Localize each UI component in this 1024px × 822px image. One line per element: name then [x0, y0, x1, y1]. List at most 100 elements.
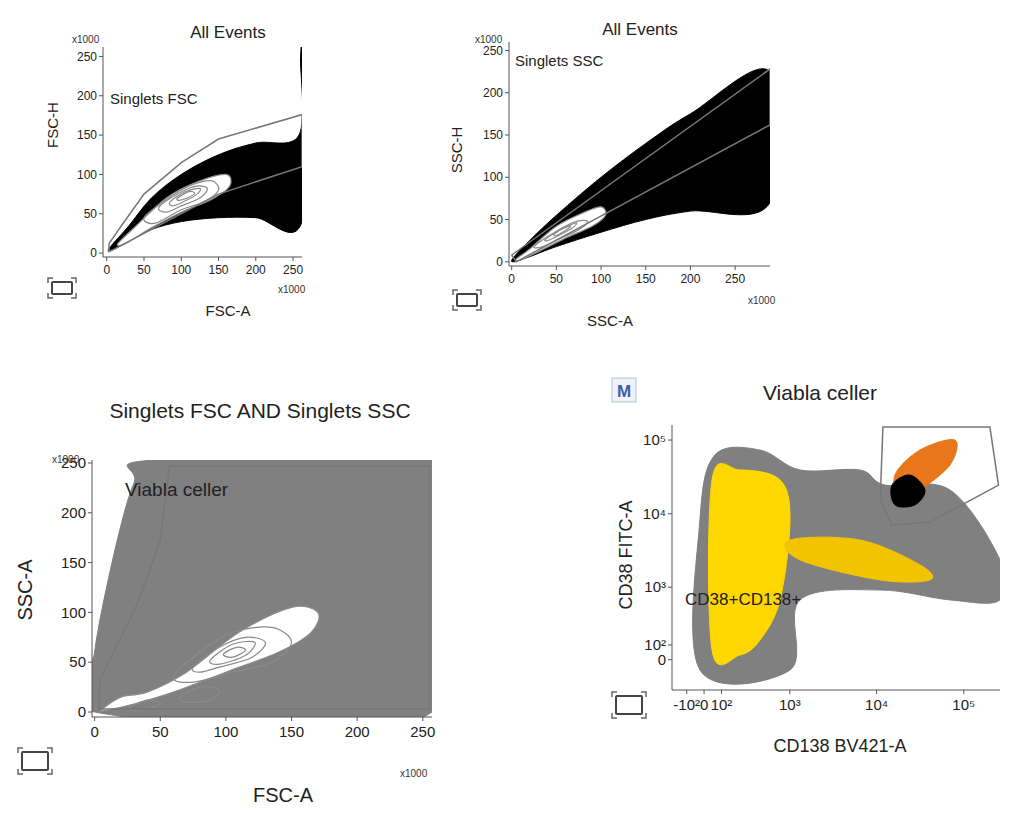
y-tick-label: 150	[61, 554, 86, 571]
y-axis-label: FSC-H	[44, 102, 61, 148]
x-tick	[601, 266, 602, 270]
contour	[117, 174, 231, 245]
x-scale-label: x1000	[400, 768, 428, 779]
contour	[223, 647, 245, 657]
gate	[512, 69, 770, 262]
x-tick	[645, 266, 646, 270]
x-tick-label: -10²	[673, 696, 700, 713]
expand-icon-corner	[47, 748, 52, 753]
y-tick-label: 200	[77, 89, 97, 103]
x-axis-line	[103, 257, 302, 258]
x-tick-label: 150	[636, 272, 656, 286]
plot-area	[92, 460, 432, 717]
expand-icon-corner	[71, 278, 76, 283]
expand-icon-corner	[612, 713, 617, 718]
x-tick	[106, 257, 107, 261]
x-tick-label: 0	[90, 723, 98, 740]
y-tick	[505, 261, 509, 262]
y-tick-label: 150	[77, 128, 97, 142]
y-scale-label: x1000	[475, 34, 503, 45]
x-tick	[293, 257, 294, 261]
x-tick	[422, 717, 423, 721]
y-tick	[88, 712, 92, 713]
y-tick-label: 200	[61, 504, 86, 521]
x-tick-label: 150	[279, 723, 304, 740]
panel: Viabla cellerMCD38+CD138+-10²010²10³10⁴1…	[612, 378, 1006, 756]
expand-icon	[52, 282, 72, 294]
x-tick-label: 10²	[711, 696, 733, 713]
x-tick-label: 150	[209, 263, 229, 277]
y-scale-label: x1000	[72, 34, 100, 45]
x-tick-label: 100	[171, 263, 191, 277]
y-tick	[99, 253, 103, 254]
y-tick	[88, 462, 92, 463]
x-scale-label: x1000	[748, 295, 776, 306]
title: All Events	[602, 20, 678, 39]
panel: All EventsSinglets SSC050100150200250050…	[448, 20, 780, 329]
expand-icon-corner	[18, 748, 23, 753]
x-tick	[94, 717, 95, 721]
expand-icon-corner	[476, 305, 481, 310]
y-tick	[505, 50, 509, 51]
y-tick-label: 10³	[644, 578, 666, 595]
x-axis-label: CD138 BV421-A	[773, 736, 906, 756]
y-tick-label: 50	[490, 213, 504, 227]
y-tick	[88, 562, 92, 563]
y-tick	[99, 174, 103, 175]
y-tick-label: 0	[78, 703, 86, 720]
y-tick	[668, 659, 672, 660]
gate-label: Singlets FSC	[110, 90, 198, 107]
x-tick	[143, 257, 144, 261]
y-axis-line	[509, 42, 510, 266]
y-tick	[88, 662, 92, 663]
y-tick	[668, 587, 672, 588]
y-tick-label: 50	[69, 653, 86, 670]
y-tick	[668, 513, 672, 514]
gate-label: Viabla celler	[125, 479, 229, 500]
y-tick-label: 100	[61, 604, 86, 621]
title: All Events	[190, 23, 266, 42]
y-tick-label: 200	[483, 86, 503, 100]
contour	[516, 207, 606, 261]
y-tick	[88, 612, 92, 613]
x-axis-label: FSC-A	[206, 302, 251, 319]
y-axis-label: CD38 FITC-A	[616, 500, 636, 609]
event-cloud	[108, 47, 302, 251]
contour	[179, 687, 219, 703]
gate-label: Singlets SSC	[515, 52, 604, 69]
y-tick-label: 10⁴	[643, 505, 666, 522]
gate	[109, 115, 302, 252]
y-tick	[668, 440, 672, 441]
contour	[210, 641, 256, 664]
title-line: Singlets FSC AND Singlets SSC	[109, 399, 410, 422]
y-tick	[99, 56, 103, 57]
plot-area	[511, 69, 770, 262]
event-cloud	[708, 463, 790, 664]
x-tick-label: 50	[152, 723, 169, 740]
x-tick	[181, 257, 182, 261]
event-cloud	[693, 447, 1000, 684]
y-tick	[505, 92, 509, 93]
x-tick-label: 250	[410, 723, 435, 740]
y-tick	[668, 644, 672, 645]
y-tick-label: 250	[483, 44, 503, 58]
y-axis-line	[103, 47, 104, 257]
expand-icon	[457, 294, 477, 306]
x-tick	[690, 266, 691, 270]
gate	[99, 466, 430, 709]
figure: All Events Singlets FSC 0 50 100 150 200 250 0 50…	[0, 0, 1024, 822]
y-tick-label: 150	[483, 128, 503, 142]
x-tick-label: 200	[246, 263, 266, 277]
contour	[192, 637, 265, 672]
x-tick	[876, 690, 877, 694]
x-tick	[735, 266, 736, 270]
y-tick-label: 10⁵	[643, 431, 666, 448]
gate-label: CD38+CD138+	[685, 590, 801, 609]
x-tick-label: 10³	[779, 696, 801, 713]
event-cloud	[891, 475, 925, 507]
y-tick	[505, 134, 509, 135]
y-tick	[99, 95, 103, 96]
contour	[101, 606, 320, 711]
y-tick-label: 0	[90, 246, 97, 260]
x-tick	[291, 717, 292, 721]
